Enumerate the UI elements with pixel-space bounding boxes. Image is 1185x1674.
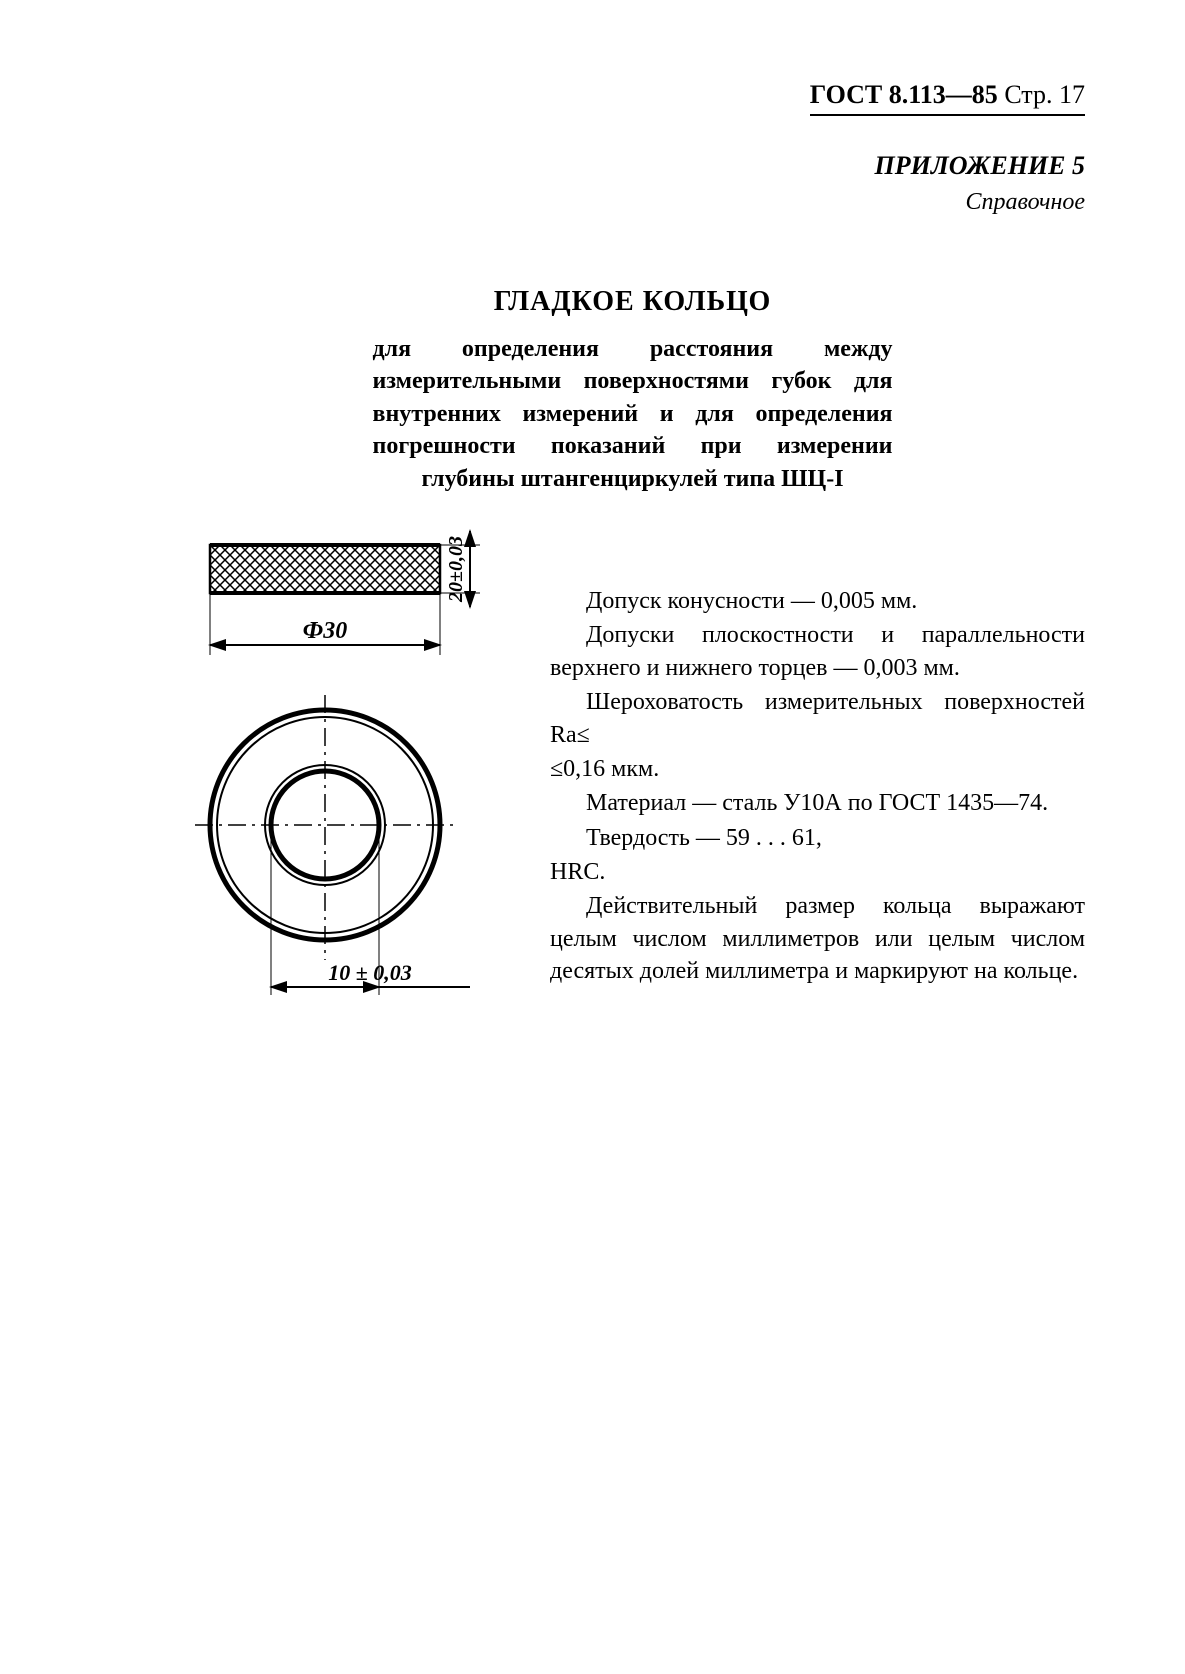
reference-label: Справочное: [180, 189, 1085, 216]
inner-diameter-label: 10 ± 0,03: [328, 960, 412, 985]
header-block: ГОСТ 8.113—85 Стр. 17 ПРИЛОЖЕНИЕ 5 Справ…: [180, 80, 1085, 216]
document-page: ГОСТ 8.113—85 Стр. 17 ПРИЛОЖЕНИЕ 5 Справ…: [0, 0, 1185, 1674]
spec-hardness-b: HRC.: [550, 856, 1085, 888]
drawing-svg: 20±0,03 Ф30: [180, 525, 510, 1045]
spec-flatness: Допуски плоскостности и параллельности в…: [550, 619, 1085, 684]
main-title: ГЛАДКОЕ КОЛЬЦО: [180, 286, 1085, 318]
spec-roughness-b: ≤0,16 мкм.: [550, 753, 1085, 785]
spec-roughness-a: Шероховатость измерительных поверхностей…: [550, 686, 1085, 751]
spec-conicity: Допуск конусности — 0,005 мм.: [550, 585, 1085, 617]
appendix-label: ПРИЛОЖЕНИЕ 5: [180, 151, 1085, 181]
technical-drawings: 20±0,03 Ф30: [180, 525, 510, 1045]
spec-actual-size: Действительный размер кольца выражают це…: [550, 890, 1085, 987]
spec-hardness-a: Твердость — 59 . . . 61,: [550, 822, 1085, 854]
page-number: Стр. 17: [1004, 80, 1085, 109]
spec-material: Материал — сталь У10А по ГОСТ 1435—74.: [550, 787, 1085, 819]
intro-paragraph: для определения расстояния между измерит…: [373, 333, 893, 495]
specifications-block: Допуск конусности — 0,005 мм. Допуски пл…: [550, 585, 1085, 990]
gost-label: ГОСТ 8.113—85: [810, 80, 998, 109]
content-row: 20±0,03 Ф30: [180, 525, 1085, 1045]
outer-diameter-label: Ф30: [303, 618, 347, 644]
height-dim-label: 20±0,03: [445, 536, 467, 603]
gost-line: ГОСТ 8.113—85 Стр. 17: [810, 80, 1085, 116]
